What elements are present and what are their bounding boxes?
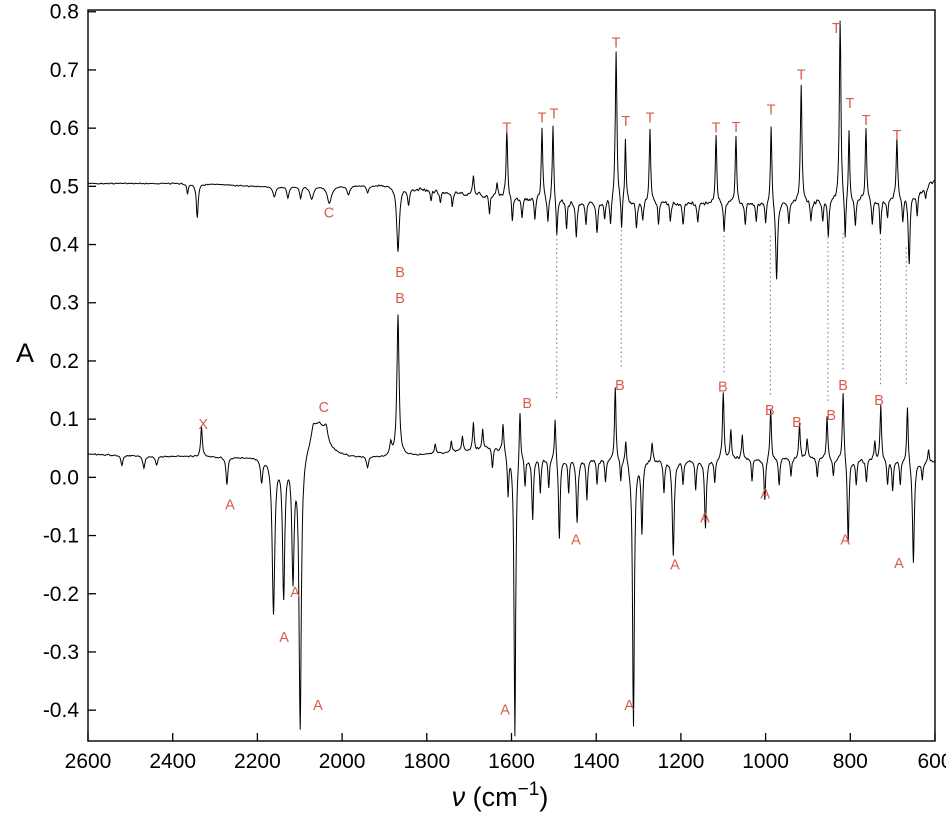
peak-label-B: B	[615, 378, 625, 394]
peak-label-T: T	[621, 114, 630, 130]
y-tick-label: -0.1	[43, 525, 79, 548]
x-tick-label: 2000	[319, 750, 366, 773]
y-tick-label: 0.2	[50, 350, 79, 373]
peak-label-A: A	[894, 556, 904, 572]
peak-label-B: B	[718, 380, 728, 396]
peak-label-A: A	[624, 698, 634, 714]
peak-label-T: T	[646, 111, 655, 127]
peak-label-B: B	[838, 378, 848, 394]
y-tick-label: 0.7	[50, 59, 79, 82]
x-tick-label: 1600	[488, 750, 535, 773]
y-tick-label: 0.3	[50, 292, 79, 315]
y-tick-label: -0.2	[43, 583, 79, 606]
x-tick-label: 2400	[149, 750, 196, 773]
x-tick-label: 1000	[742, 750, 789, 773]
y-tick-label: 0.0	[50, 466, 79, 489]
peak-label-T: T	[892, 128, 901, 144]
peak-label-T: T	[862, 113, 871, 129]
x-tick-label: 800	[833, 750, 868, 773]
y-tick-label: 0.1	[50, 408, 79, 431]
peak-label-C: C	[319, 400, 329, 416]
peak-label-X: X	[198, 417, 208, 433]
peak-label-T: T	[612, 36, 621, 52]
y-tick-label: 0.6	[50, 117, 79, 140]
peak-label-B: B	[874, 393, 884, 409]
x-tick-label: 600	[917, 750, 946, 773]
peak-label-T: T	[767, 103, 776, 119]
peak-label-T: T	[732, 120, 741, 136]
peak-label-A: A	[840, 533, 850, 549]
peak-label-B: B	[395, 291, 405, 307]
y-tick-label: 0.8	[50, 1, 79, 24]
peak-label-T: T	[538, 111, 547, 127]
peak-label-A: A	[290, 585, 300, 601]
peak-label-A: A	[571, 533, 581, 549]
peak-label-A: A	[760, 487, 770, 503]
peak-label-C: C	[324, 206, 334, 222]
peak-label-B: B	[522, 396, 532, 412]
plot-area	[88, 20, 935, 737]
x-tick-label: 1400	[573, 750, 620, 773]
x-axis-title: ν (cm−1)	[452, 779, 549, 812]
peak-label-A: A	[700, 511, 710, 527]
peak-label-A: A	[500, 703, 510, 719]
peak-label-T: T	[502, 121, 511, 137]
peak-label-A: A	[279, 630, 289, 646]
peak-label-A: A	[225, 498, 235, 514]
peak-label-T: T	[712, 121, 721, 137]
spectrum-top-trace	[88, 20, 935, 280]
peak-label-T: T	[797, 68, 806, 84]
y-tick-label: -0.3	[43, 641, 79, 664]
y-tick-label: 0.5	[50, 175, 79, 198]
y-axis-title: A	[16, 338, 34, 368]
x-tick-label: 1800	[403, 750, 450, 773]
peak-label-B: B	[395, 265, 405, 281]
peak-label-B: B	[792, 415, 802, 431]
peak-label-A: A	[670, 558, 680, 574]
spectrum-bottom-trace	[88, 314, 935, 737]
y-tick-label: -0.4	[43, 699, 80, 722]
peak-label-A: A	[313, 698, 323, 714]
peak-label-T: T	[832, 21, 841, 37]
y-tick-label: 0.4	[50, 234, 80, 257]
peak-label-T: T	[549, 107, 558, 123]
peak-label-T: T	[845, 96, 854, 112]
x-tick-label: 2600	[65, 750, 112, 773]
x-tick-label: 1200	[658, 750, 705, 773]
peak-label-B: B	[826, 408, 836, 424]
x-tick-label: 2200	[234, 750, 281, 773]
peak-label-B: B	[765, 403, 775, 419]
